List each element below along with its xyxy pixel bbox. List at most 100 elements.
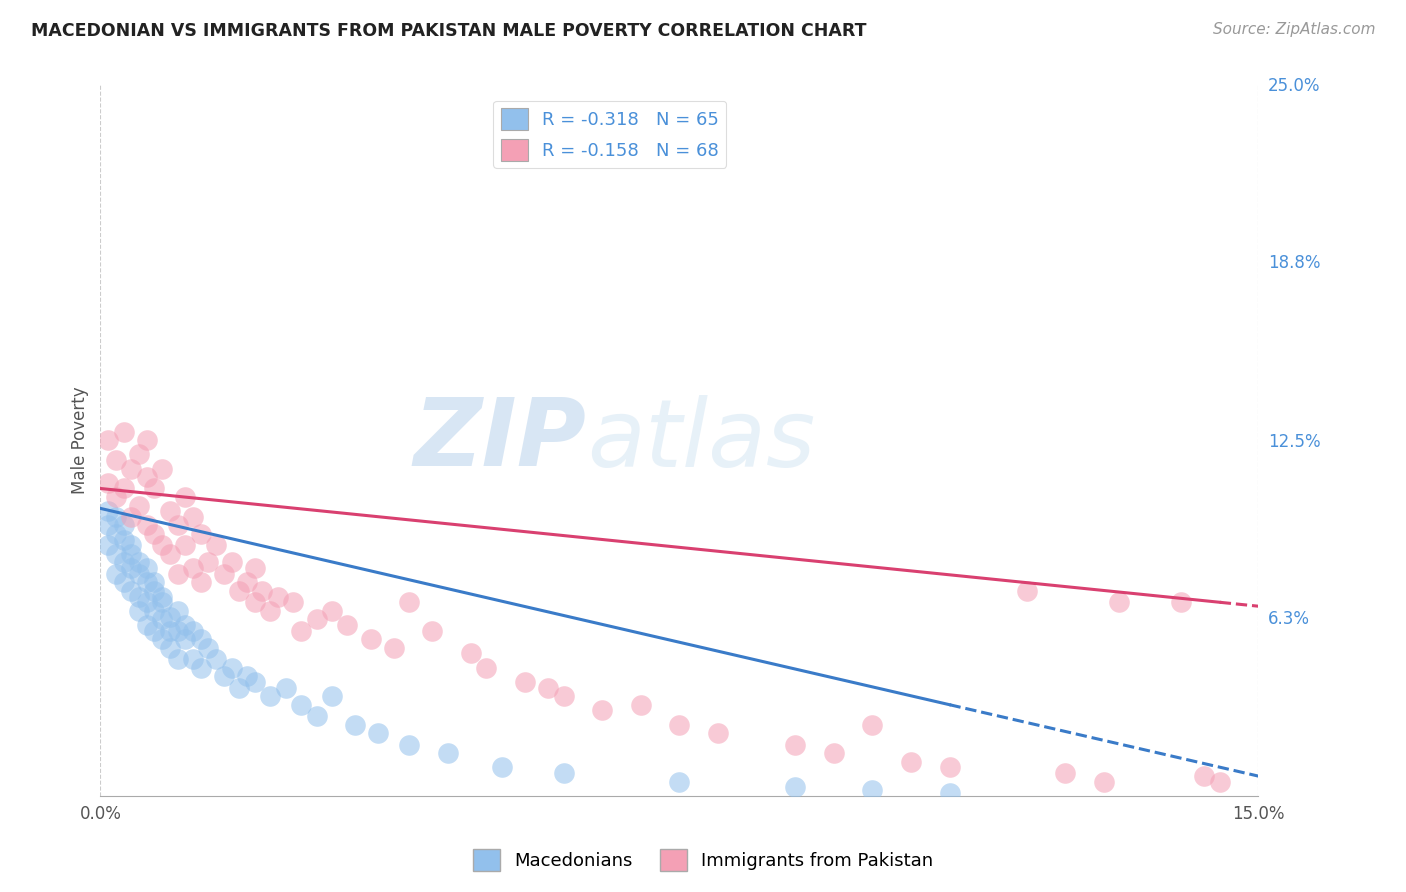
Point	[159, 547, 181, 561]
Point	[1108, 595, 1130, 609]
Point	[190, 527, 212, 541]
Point	[267, 590, 290, 604]
Point	[181, 561, 204, 575]
Point	[143, 527, 166, 541]
Point	[128, 499, 150, 513]
Point	[228, 583, 250, 598]
Point	[120, 510, 142, 524]
Point	[166, 652, 188, 666]
Point	[112, 425, 135, 439]
Point	[236, 575, 259, 590]
Point	[190, 575, 212, 590]
Point	[97, 433, 120, 447]
Point	[150, 612, 173, 626]
Point	[668, 717, 690, 731]
Point	[104, 566, 127, 581]
Point	[290, 698, 312, 712]
Point	[128, 556, 150, 570]
Point	[259, 689, 281, 703]
Point	[143, 482, 166, 496]
Point	[181, 652, 204, 666]
Point	[166, 604, 188, 618]
Point	[1170, 595, 1192, 609]
Point	[1092, 774, 1115, 789]
Point	[398, 738, 420, 752]
Point	[212, 566, 235, 581]
Point	[135, 518, 157, 533]
Point	[166, 566, 188, 581]
Point	[104, 490, 127, 504]
Point	[150, 632, 173, 647]
Point	[785, 738, 807, 752]
Point	[143, 604, 166, 618]
Point	[305, 709, 328, 723]
Point	[112, 556, 135, 570]
Point	[159, 624, 181, 638]
Point	[159, 504, 181, 518]
Point	[1054, 766, 1077, 780]
Point	[344, 717, 367, 731]
Point	[205, 652, 228, 666]
Point	[143, 583, 166, 598]
Point	[120, 538, 142, 552]
Point	[135, 470, 157, 484]
Point	[283, 595, 305, 609]
Point	[1194, 769, 1216, 783]
Text: ZIP: ZIP	[413, 394, 586, 486]
Point	[120, 561, 142, 575]
Point	[150, 595, 173, 609]
Point	[274, 681, 297, 695]
Point	[174, 538, 197, 552]
Point	[513, 675, 536, 690]
Point	[150, 590, 173, 604]
Point	[491, 760, 513, 774]
Point	[367, 726, 389, 740]
Point	[174, 618, 197, 632]
Point	[436, 746, 458, 760]
Text: atlas: atlas	[586, 394, 815, 485]
Point	[181, 624, 204, 638]
Point	[938, 786, 960, 800]
Point	[336, 618, 359, 632]
Point	[259, 604, 281, 618]
Point	[120, 461, 142, 475]
Point	[159, 640, 181, 655]
Point	[97, 475, 120, 490]
Point	[212, 669, 235, 683]
Legend: R = -0.318   N = 65, R = -0.158   N = 68: R = -0.318 N = 65, R = -0.158 N = 68	[494, 101, 727, 168]
Point	[135, 575, 157, 590]
Point	[1209, 774, 1232, 789]
Point	[243, 595, 266, 609]
Point	[174, 490, 197, 504]
Point	[860, 783, 883, 797]
Point	[630, 698, 652, 712]
Point	[591, 703, 613, 717]
Point	[150, 461, 173, 475]
Point	[537, 681, 560, 695]
Point	[190, 661, 212, 675]
Point	[181, 510, 204, 524]
Point	[900, 755, 922, 769]
Point	[120, 547, 142, 561]
Point	[1015, 583, 1038, 598]
Point	[135, 561, 157, 575]
Point	[190, 632, 212, 647]
Point	[785, 780, 807, 795]
Point	[97, 504, 120, 518]
Point	[112, 482, 135, 496]
Point	[243, 675, 266, 690]
Point	[221, 556, 243, 570]
Point	[290, 624, 312, 638]
Point	[243, 561, 266, 575]
Point	[143, 624, 166, 638]
Point	[321, 689, 343, 703]
Point	[97, 538, 120, 552]
Point	[143, 575, 166, 590]
Point	[135, 433, 157, 447]
Point	[104, 453, 127, 467]
Text: Source: ZipAtlas.com: Source: ZipAtlas.com	[1212, 22, 1375, 37]
Point	[104, 527, 127, 541]
Point	[553, 689, 575, 703]
Point	[420, 624, 443, 638]
Point	[205, 538, 228, 552]
